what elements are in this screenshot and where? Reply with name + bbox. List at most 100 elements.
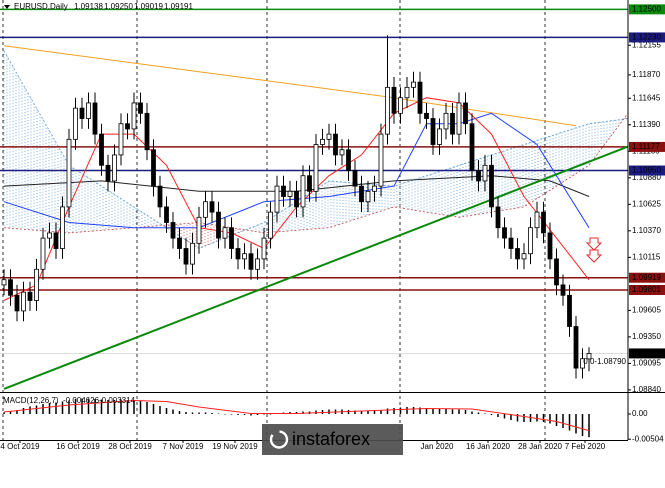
candle-body xyxy=(268,211,273,239)
macd-signal xyxy=(3,399,590,432)
macd-bar xyxy=(243,414,246,415)
candle-body xyxy=(99,133,104,166)
macd-bar xyxy=(250,414,252,416)
macd-bar xyxy=(425,408,428,414)
candle-body xyxy=(229,227,234,249)
macd-bar xyxy=(477,412,480,414)
macd-bar xyxy=(373,411,376,414)
macd-bar xyxy=(412,407,415,414)
level-label: 1.12500 xyxy=(632,4,661,13)
y-tick-label: 1.11870 xyxy=(632,70,661,79)
x-tick-label: 16 Jan 2020 xyxy=(466,442,511,451)
candle-body xyxy=(580,358,585,369)
macd-bar xyxy=(61,401,64,414)
candle-body xyxy=(183,248,189,265)
macd-bar xyxy=(549,414,551,424)
level-label: 1.10950 xyxy=(632,166,661,175)
candle-body xyxy=(307,175,312,192)
candle-body xyxy=(346,149,351,171)
macd-bar xyxy=(185,412,187,414)
collapse-triangle xyxy=(4,5,10,9)
candle-body xyxy=(528,227,533,255)
candle-body xyxy=(255,258,260,270)
level-label-box xyxy=(629,141,665,152)
level-label: 1.12230 xyxy=(632,33,661,42)
y-tick-label: 1.09095 xyxy=(632,359,661,368)
candle-body xyxy=(359,185,364,203)
macd-bar xyxy=(445,409,447,414)
watermark-logo xyxy=(269,430,289,449)
candle-body xyxy=(417,81,423,114)
macd-y-tick-label: 0.00 xyxy=(632,409,648,418)
macd-bar xyxy=(555,414,558,426)
macd-bar xyxy=(165,408,168,414)
macd-bar xyxy=(16,410,18,414)
macd-bar xyxy=(29,406,31,414)
candle-body xyxy=(476,170,481,182)
macd-bar xyxy=(484,413,486,414)
y-tick-label: 1.10625 xyxy=(632,199,661,208)
macd-bar xyxy=(152,404,155,414)
candle-body xyxy=(320,138,325,145)
candle-body xyxy=(151,149,156,187)
y-tick-label: 1.09605 xyxy=(632,305,661,314)
candle-body xyxy=(274,185,280,213)
macd-bar xyxy=(451,409,454,414)
macd-bar xyxy=(126,400,129,414)
candle-body xyxy=(352,170,358,187)
level-label: 1.09919 xyxy=(632,273,661,282)
macd-bar xyxy=(568,414,571,431)
level-label-box xyxy=(629,165,665,176)
down-arrow xyxy=(585,249,603,263)
y-tick-label: 1.12155 xyxy=(632,40,661,49)
macd-bar xyxy=(211,413,213,414)
macd-bar xyxy=(380,410,382,414)
macd-bar xyxy=(178,411,181,414)
candle-body xyxy=(196,216,202,244)
last-open: 1.09138 xyxy=(74,2,103,11)
candle-body xyxy=(567,294,572,327)
macd-name: MACD(12,26,7) xyxy=(3,396,59,405)
candle-body xyxy=(541,211,546,234)
macd-bar xyxy=(458,409,460,414)
candle-body xyxy=(339,149,345,156)
macd-bar xyxy=(81,398,83,414)
macd-bar xyxy=(471,411,473,414)
current-price-label: 1.09191 xyxy=(632,349,661,358)
y-tick-label: 1.10115 xyxy=(632,252,661,261)
macd-bar xyxy=(263,414,265,415)
y-tick-label: 1.11645 xyxy=(632,93,661,102)
candle-body xyxy=(333,133,338,156)
candle-body xyxy=(463,102,468,125)
candle-body xyxy=(294,190,299,208)
candle-body xyxy=(411,81,416,88)
candle-body xyxy=(365,190,371,203)
macd-bar xyxy=(562,414,564,428)
macd-bar xyxy=(581,414,584,436)
candle-body xyxy=(235,248,241,260)
macd-bar xyxy=(100,399,103,414)
x-tick-label: 19 Nov 2019 xyxy=(212,442,258,451)
candle-body xyxy=(66,138,72,208)
overlay-layer: instaforex xyxy=(262,424,403,455)
y-tick-label: 1.09350 xyxy=(632,332,661,341)
candle-body xyxy=(21,291,26,312)
macd-bar xyxy=(87,398,90,414)
indicator-line xyxy=(3,145,629,390)
macd-bar xyxy=(386,408,389,414)
candle-body xyxy=(216,211,221,239)
macd-bar xyxy=(360,411,363,414)
candles-layer xyxy=(1,35,592,379)
macd-bar xyxy=(542,414,545,422)
candle-body xyxy=(489,164,494,208)
macd-bar xyxy=(133,400,135,414)
candle-body xyxy=(164,206,169,223)
macd-bar xyxy=(497,414,499,417)
candle-body xyxy=(248,253,254,270)
candle-body xyxy=(424,112,429,119)
macd-bar xyxy=(367,411,369,414)
macd-bar xyxy=(68,400,70,414)
candle-body xyxy=(14,294,20,312)
candle-body xyxy=(73,107,78,140)
